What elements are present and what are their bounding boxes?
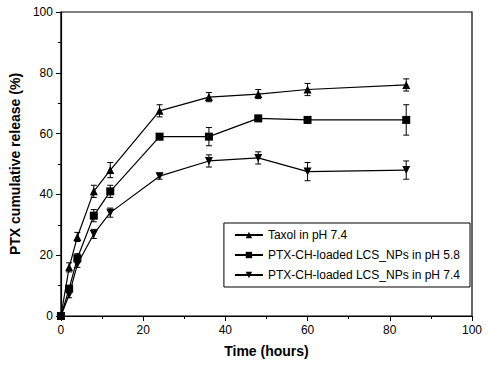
svg-text:0: 0 xyxy=(46,309,53,323)
svg-text:0: 0 xyxy=(58,323,65,337)
svg-text:PTX cumulative release (%): PTX cumulative release (%) xyxy=(7,73,23,255)
svg-text:80: 80 xyxy=(383,323,397,337)
svg-text:100: 100 xyxy=(33,5,53,19)
svg-text:40: 40 xyxy=(219,323,233,337)
svg-text:60: 60 xyxy=(301,323,315,337)
svg-text:100: 100 xyxy=(462,323,482,337)
svg-text:20: 20 xyxy=(40,248,54,262)
svg-text:Time (hours): Time (hours) xyxy=(224,343,309,359)
svg-text:20: 20 xyxy=(136,323,150,337)
svg-text:40: 40 xyxy=(40,187,54,201)
svg-text:Taxol in pH 7.4: Taxol in pH 7.4 xyxy=(268,228,348,242)
svg-text:PTX-CH-loaded LCS_NPs in pH 7.: PTX-CH-loaded LCS_NPs in pH 7.4 xyxy=(268,268,460,282)
svg-text:60: 60 xyxy=(40,127,54,141)
svg-text:80: 80 xyxy=(40,66,54,80)
svg-text:PTX-CH-loaded LCS_NPs in pH 5.: PTX-CH-loaded LCS_NPs in pH 5.8 xyxy=(268,248,460,262)
